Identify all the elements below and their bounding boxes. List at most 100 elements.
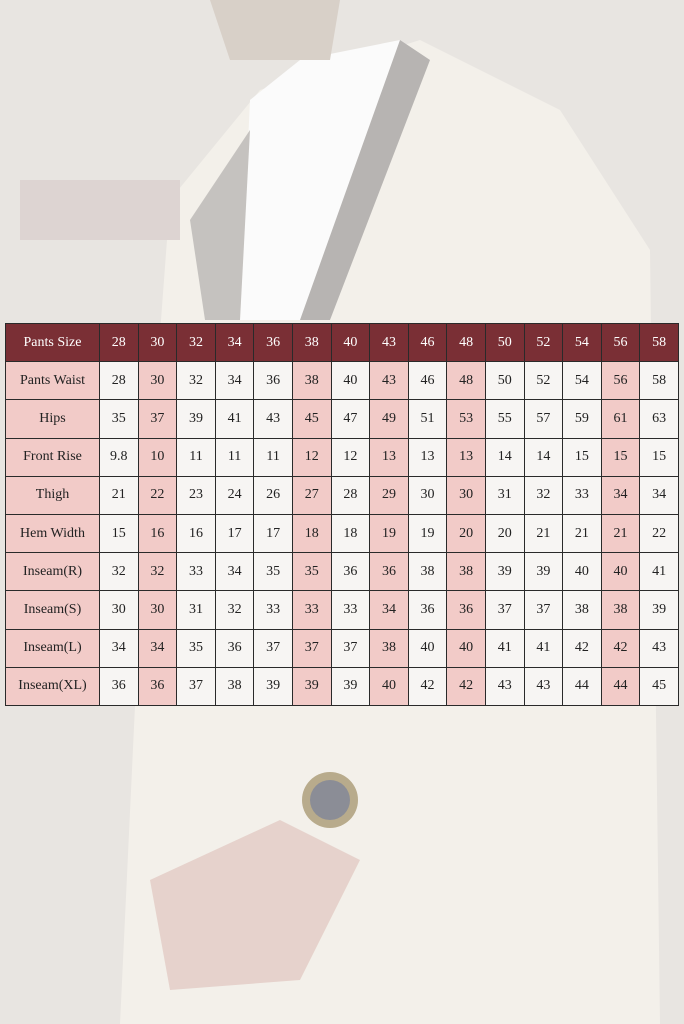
cell: 45 [291, 399, 332, 439]
cell: 34 [214, 552, 255, 592]
cell: 43 [639, 628, 679, 668]
cell: 38 [291, 361, 332, 401]
header-size: 56 [600, 322, 641, 363]
row-label: Inseam(XL) [5, 666, 100, 707]
cell: 15 [639, 437, 679, 477]
cell: 46 [407, 361, 448, 401]
cell: 13 [407, 437, 448, 477]
header-size: 46 [407, 322, 448, 363]
header-size: 34 [214, 322, 255, 363]
header-size: 52 [523, 322, 564, 363]
cell: 36 [369, 552, 409, 592]
cell: 17 [253, 513, 293, 554]
cell: 38 [214, 666, 255, 707]
table-row: Hem Width 15 16 16 17 17 18 18 19 19 20 20 21 21 21 22 [5, 513, 679, 554]
cell: 56 [600, 361, 641, 401]
cell: 37 [523, 590, 564, 630]
cell: 31 [484, 475, 525, 515]
cell: 18 [330, 513, 371, 554]
cell: 39 [291, 666, 332, 707]
cell: 40 [369, 666, 409, 707]
cell: 16 [176, 513, 216, 554]
row-label: Inseam(S) [5, 590, 100, 630]
cell: 30 [99, 590, 139, 630]
table-row: Front Rise 9.8 10 11 11 11 12 12 13 13 13 14 14 15 15 1… [5, 437, 679, 477]
table-row: Hips 35 37 39 41 43 45 47 49 51 53 55 57 59 61 63 [5, 399, 679, 439]
cell: 11 [176, 437, 216, 477]
table-row: Pants Waist 28 30 32 34 36 38 40 43 46 48 50 52 54 56 5… [5, 361, 679, 401]
cell: 39 [330, 666, 371, 707]
table-row: Thigh 21 22 23 24 26 27 28 29 30 30 31 32 33 34 34 [5, 475, 679, 515]
cell: 55 [484, 399, 525, 439]
cell: 24 [214, 475, 255, 515]
cell: 61 [600, 399, 641, 439]
cell: 30 [137, 361, 178, 401]
cell: 22 [639, 513, 679, 554]
cell: 43 [484, 666, 525, 707]
cell: 23 [176, 475, 216, 515]
cell: 41 [484, 628, 525, 668]
row-label: Inseam(L) [5, 628, 100, 668]
cell: 27 [291, 475, 332, 515]
cell: 51 [407, 399, 448, 439]
cell: 54 [562, 361, 602, 401]
cell: 43 [523, 666, 564, 707]
cell: 21 [99, 475, 139, 515]
cell: 18 [291, 513, 332, 554]
cell: 14 [484, 437, 525, 477]
cell: 34 [369, 590, 409, 630]
cell: 31 [176, 590, 216, 630]
row-label: Hem Width [5, 513, 100, 554]
cell: 63 [639, 399, 679, 439]
cell: 40 [562, 552, 602, 592]
cell: 15 [99, 513, 139, 554]
cell: 43 [369, 361, 409, 401]
cell: 33 [562, 475, 602, 515]
cell: 32 [137, 552, 178, 592]
cell: 35 [99, 399, 139, 439]
cell: 32 [214, 590, 255, 630]
cell: 34 [600, 475, 641, 515]
table-row: Inseam(S) 30 30 31 32 33 33 33 34 36 36 37 37 38 38 39 [5, 590, 679, 630]
cell: 11 [214, 437, 255, 477]
cell: 36 [446, 590, 486, 630]
cell: 33 [176, 552, 216, 592]
header-size: 38 [291, 322, 332, 363]
header-size: 43 [369, 322, 409, 363]
cell: 13 [369, 437, 409, 477]
cell: 34 [99, 628, 139, 668]
header-size: 28 [99, 322, 139, 363]
cell: 21 [600, 513, 641, 554]
cell: 19 [407, 513, 448, 554]
cell: 37 [330, 628, 371, 668]
cell: 37 [137, 399, 178, 439]
row-label: Thigh [5, 475, 100, 515]
cell: 38 [446, 552, 486, 592]
cell: 37 [484, 590, 525, 630]
cell: 49 [369, 399, 409, 439]
cell: 33 [291, 590, 332, 630]
cell: 34 [639, 475, 679, 515]
row-label: Hips [5, 399, 100, 439]
cell: 15 [600, 437, 641, 477]
cell: 35 [291, 552, 332, 592]
row-label: Inseam(R) [5, 552, 100, 592]
row-label: Front Rise [5, 437, 100, 477]
cell: 41 [214, 399, 255, 439]
cell: 43 [253, 399, 293, 439]
cell: 29 [369, 475, 409, 515]
cell: 36 [253, 361, 293, 401]
cell: 30 [407, 475, 448, 515]
cell: 11 [253, 437, 293, 477]
table-row: Inseam(R) 32 32 33 34 35 35 36 36 38 38 39 39 40 40 41 [5, 552, 679, 592]
cell: 19 [369, 513, 409, 554]
cell: 28 [330, 475, 371, 515]
cell: 20 [484, 513, 525, 554]
cell: 40 [600, 552, 641, 592]
header-row: Pants Size 28 30 32 34 36 38 40 43 46 48 50 52 54 56 58 [5, 322, 679, 363]
cell: 32 [523, 475, 564, 515]
cell: 9.8 [99, 437, 139, 477]
cell: 22 [137, 475, 178, 515]
header-size: 54 [562, 322, 602, 363]
cell: 36 [407, 590, 448, 630]
